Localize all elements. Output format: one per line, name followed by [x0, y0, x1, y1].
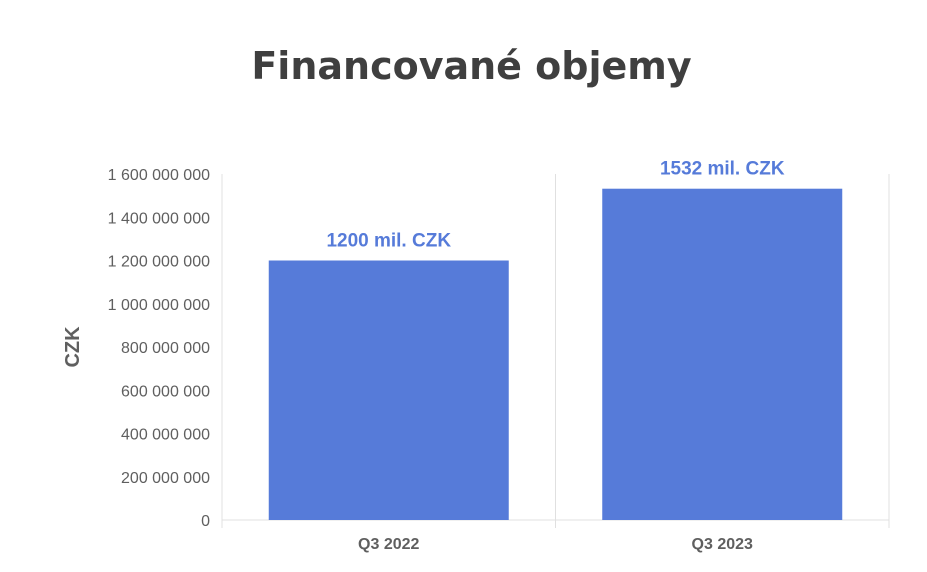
y-tick-label: 400 000 000: [121, 427, 210, 444]
y-tick-label: 1 000 000 000: [108, 297, 210, 314]
x-tick-label: Q3 2022: [358, 536, 419, 553]
y-tick-label: 800 000 000: [121, 340, 210, 357]
y-tick-label: 600 000 000: [121, 383, 210, 400]
bar: [268, 260, 509, 520]
data-label: 1200 mil. CZK: [326, 231, 451, 252]
y-tick-label: 0: [201, 513, 210, 530]
y-tick-label: 1 400 000 000: [108, 210, 210, 227]
x-tick-label: Q3 2023: [692, 536, 753, 553]
y-axis-label: CZK: [62, 326, 84, 368]
y-tick-label: 200 000 000: [121, 470, 210, 487]
bar: [602, 188, 843, 520]
chart-title: Financované objemy: [251, 44, 692, 88]
data-label: 1532 mil. CZK: [660, 159, 785, 180]
y-tick-label: 1 200 000 000: [108, 254, 210, 271]
y-tick-label: 1 600 000 000: [108, 167, 210, 184]
